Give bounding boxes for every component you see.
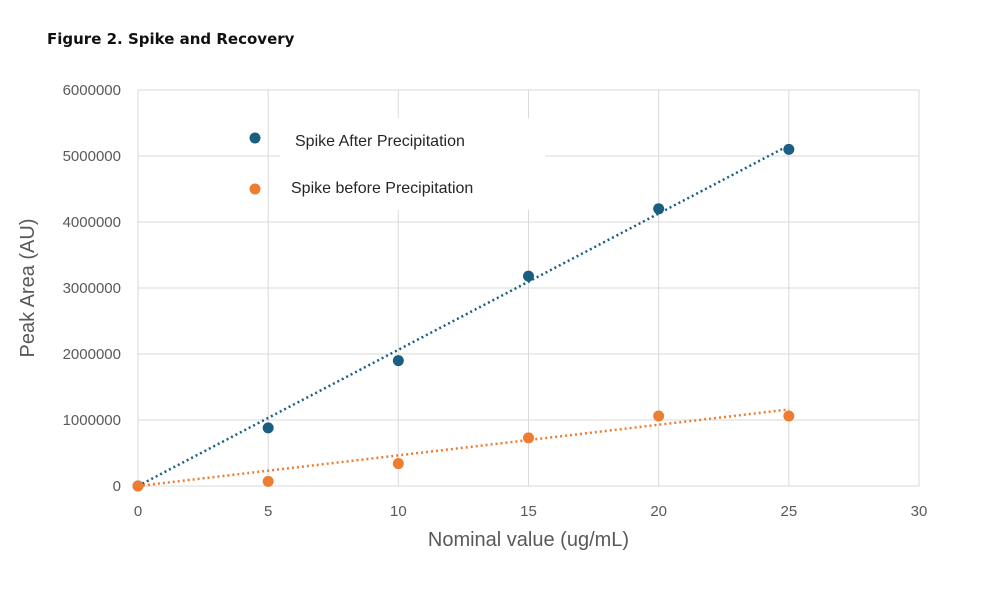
data-point <box>653 203 665 215</box>
y-tick-label: 4000000 <box>63 214 121 231</box>
grid-lines <box>137 89 920 487</box>
data-point <box>392 355 404 367</box>
x-axis-ticks: 0 5 10 15 20 25 30 <box>134 503 928 520</box>
legend: Spike After Precipitation Spike before P… <box>249 118 545 210</box>
x-axis-title: Nominal value (ug/mL) <box>428 529 629 551</box>
legend-background <box>280 118 545 210</box>
x-tick-label: 30 <box>911 503 928 520</box>
x-tick-label: 10 <box>390 503 407 520</box>
y-tick-label: 1000000 <box>63 412 121 429</box>
y-axis-title: Peak Area (AU) <box>17 219 39 358</box>
data-point <box>523 432 534 444</box>
data-point <box>392 458 404 470</box>
trendlines <box>137 144 790 488</box>
y-tick-label: 2000000 <box>63 346 121 363</box>
trendline <box>137 408 789 488</box>
y-tick-label: 6000000 <box>63 82 121 99</box>
x-tick-label: 5 <box>264 503 272 520</box>
x-tick-label: 20 <box>650 503 667 520</box>
data-point <box>132 480 144 492</box>
data-point <box>523 270 534 282</box>
legend-label-before: Spike before Precipitation <box>291 180 473 197</box>
data-point <box>783 143 795 155</box>
figure-title: Figure 2. Spike and Recovery <box>47 30 295 48</box>
data-point <box>262 422 274 434</box>
x-tick-label: 25 <box>780 503 797 520</box>
legend-label-after: Spike After Precipitation <box>295 133 465 150</box>
y-tick-label: 0 <box>113 478 121 495</box>
y-tick-label: 5000000 <box>63 148 121 165</box>
data-point <box>653 410 665 422</box>
legend-marker-after <box>249 132 261 144</box>
y-tick-label: 3000000 <box>63 280 121 297</box>
x-tick-label: 15 <box>520 503 537 520</box>
data-points <box>132 143 795 492</box>
x-tick-label: 0 <box>134 503 142 520</box>
y-axis-ticks: 0 1000000 2000000 3000000 4000000 5000000 6000… <box>63 82 121 495</box>
data-point <box>783 410 795 422</box>
legend-marker-before <box>249 183 261 195</box>
data-point <box>262 475 274 487</box>
